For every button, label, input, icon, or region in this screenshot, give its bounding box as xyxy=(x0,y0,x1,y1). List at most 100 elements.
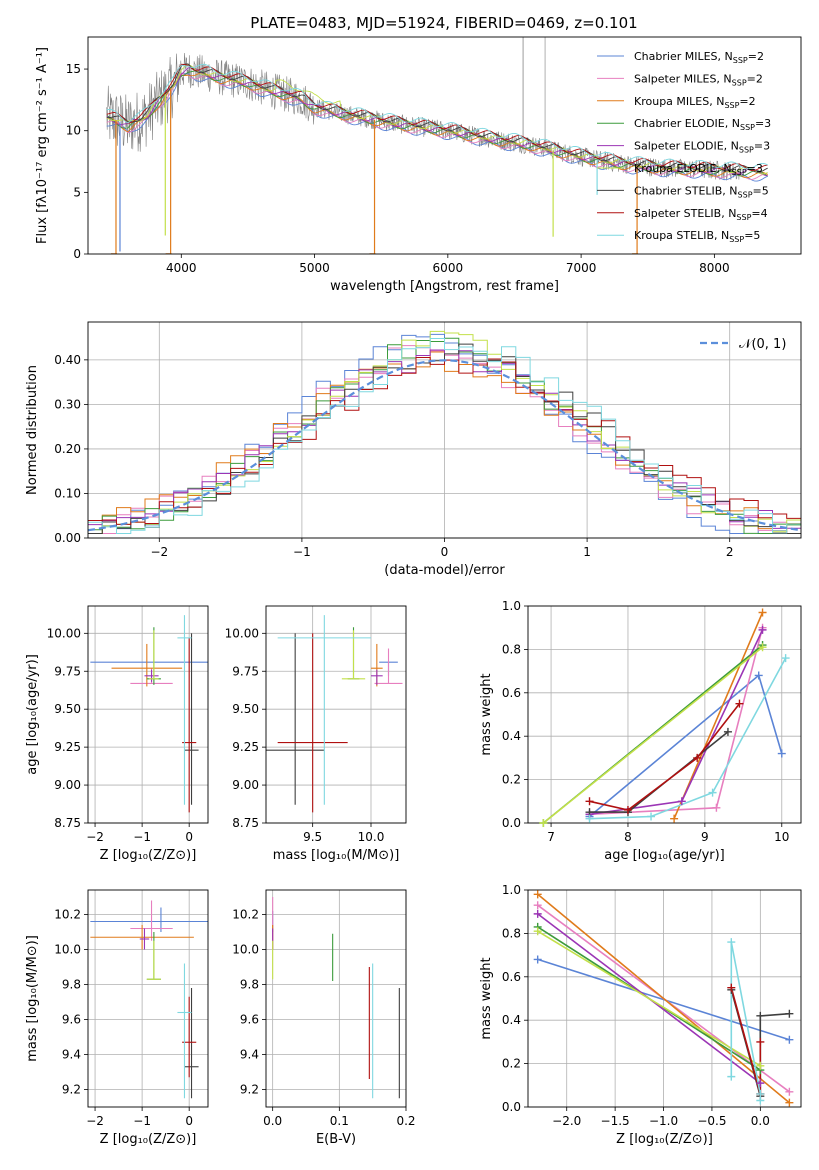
x-tick-label: 0 xyxy=(185,830,193,844)
legend-entry: Salpeter STELIB, NSSP=4 xyxy=(634,207,768,222)
spectrum-frame xyxy=(87,36,802,255)
legend-model-name: Kroupa STELIB, N xyxy=(634,229,729,242)
legend-subscript: SSP xyxy=(732,78,747,87)
y-tick-label: 0.2 xyxy=(502,1057,521,1071)
x-tick-label: 4000 xyxy=(166,261,197,275)
x-tick-label: 7 xyxy=(547,830,555,844)
y-tick-label: 0.6 xyxy=(502,970,521,984)
y-tick-label: 0.8 xyxy=(502,642,521,656)
x-tick-label: 9.5 xyxy=(303,830,322,844)
x-tick-label: 8000 xyxy=(699,261,730,275)
panel-mass-vs-EBV: 0.0 0.1 0.2 9.2 9.4 9.6 9.8 10.0 10.2 E(B-V) xyxy=(232,889,416,1147)
y-tick-label: 10.2 xyxy=(232,908,259,922)
mass-weight-marker xyxy=(785,1009,794,1018)
mass-weight-marker xyxy=(727,1072,736,1081)
x-tick-label: −1 xyxy=(133,1114,151,1128)
age-vs-mass-frame xyxy=(265,605,407,824)
mass-weight-marker xyxy=(756,1079,765,1088)
panel-age-vs-mass: 9.5 10.0 8.75 9.00 9.25 9.50 9.75 10.00 mass [lo… xyxy=(225,605,407,863)
y-tick-label: 9.75 xyxy=(232,664,259,678)
residuals-plot-area xyxy=(88,330,801,534)
y-tick-label: 0.0 xyxy=(502,816,521,830)
y-tick-label: 10.0 xyxy=(54,943,81,957)
y-tick-label: 5 xyxy=(73,185,81,199)
mass-vs-EBV-plot-area xyxy=(272,897,400,1099)
x-tick-label: 10.0 xyxy=(358,830,385,844)
mass-weight-marker xyxy=(533,927,542,936)
mass-weight-marker xyxy=(756,1096,765,1105)
y-tick-label: 0.40 xyxy=(54,353,81,367)
y-tick-label: 9.6 xyxy=(62,1013,81,1027)
x-tick-label: 9 xyxy=(701,830,709,844)
legend-entry: Kroupa MILES, NSSP=2 xyxy=(634,95,756,110)
y-tick-label: 9.00 xyxy=(54,778,81,792)
age-vs-Z-ticks: −2 −1 0 8.75 9.00 9.25 9.50 9.75 10.00 xyxy=(47,626,193,844)
model-spectrum-2 xyxy=(106,72,768,179)
x-tick-label: 0 xyxy=(185,1114,193,1128)
massweight-vs-age-frame xyxy=(527,605,802,824)
panel-massweight-vs-Z: −2.0 −1.5 −1.0 −0.5 0.0 0.0 0.2 0.4 0.6 0.8 1.0 Z [… xyxy=(479,883,802,1147)
x-tick-label: −2 xyxy=(86,1114,104,1128)
mass-weight-marker xyxy=(758,643,767,652)
x-tick-label: −0.5 xyxy=(697,1114,726,1128)
mass-weight-marker xyxy=(670,814,679,823)
mass-weight-marker xyxy=(754,671,763,680)
x-tick-label: 6000 xyxy=(433,261,464,275)
massweight-vs-Z-ticks: −2.0 −1.5 −1.0 −0.5 0.0 0.0 0.2 0.4 0.6 0.8 1.0 xyxy=(502,883,770,1128)
legend-entry: Kroupa STELIB, NSSP=5 xyxy=(634,229,760,244)
age-vs-mass-x-axis-label: mass [log₁₀(M/M⊙)] xyxy=(273,848,400,863)
mass-weight-marker xyxy=(781,654,790,663)
model-spectrum-6 xyxy=(106,63,768,173)
legend-model-name: Chabrier MILES, N xyxy=(634,50,733,63)
mass-vs-EBV-x-axis-label: E(B-V) xyxy=(316,1132,356,1147)
mass-weight-marker xyxy=(533,955,542,964)
spectrum-plot-area xyxy=(106,37,768,254)
y-tick-label: 9.4 xyxy=(62,1048,81,1062)
x-tick-label: 0.0 xyxy=(751,1114,770,1128)
y-tick-label: 0.30 xyxy=(54,397,81,411)
age-vs-mass-plot-area xyxy=(266,615,403,813)
y-tick-label: 0.8 xyxy=(502,926,521,940)
legend-entry: Chabrier MILES, NSSP=2 xyxy=(634,50,764,65)
x-tick-label: 0 xyxy=(441,545,449,559)
age-vs-Z-frame xyxy=(87,605,209,824)
legend-subscript: SSP xyxy=(740,123,755,132)
y-tick-label: 0.4 xyxy=(502,1013,521,1027)
mass-weight-marker xyxy=(585,797,594,806)
mass-weight-line-2 xyxy=(537,893,790,1104)
legend-nssp: =3 xyxy=(755,117,771,130)
massweight-vs-age-x-axis-label: age [log₁₀(age/yr)] xyxy=(604,848,725,863)
y-tick-label: 8.75 xyxy=(232,816,259,830)
residuals-x-axis-label: (data-model)/error xyxy=(384,563,505,578)
y-tick-label: 9.50 xyxy=(54,702,81,716)
mass-weight-line-5 xyxy=(537,930,761,1067)
y-tick-label: 0.4 xyxy=(502,729,521,743)
mass-weight-marker xyxy=(727,983,736,992)
panel-spectrum: 4000 5000 6000 7000 8000 0 5 10 15 wavelength [An… xyxy=(35,36,802,294)
y-tick-label: 8.75 xyxy=(54,816,81,830)
x-tick-label: −2 xyxy=(86,830,104,844)
residual-histogram-7 xyxy=(88,357,801,525)
legend-subscript: SSP xyxy=(738,190,753,199)
x-tick-label: 5000 xyxy=(299,261,330,275)
spectrum-x-axis-label: wavelength [Angstrom, rest frame] xyxy=(330,279,559,294)
x-tick-label: 2 xyxy=(726,545,734,559)
legend-subscript: SSP xyxy=(724,101,739,110)
y-tick-label: 0.6 xyxy=(502,686,521,700)
legend-nssp: =2 xyxy=(748,50,764,63)
x-tick-label: −1 xyxy=(293,545,311,559)
x-tick-label: −2 xyxy=(150,545,168,559)
mass-weight-marker xyxy=(677,797,686,806)
figure-title: PLATE=0483, MJD=51924, FIBERID=0469, z=0… xyxy=(250,14,637,32)
mass-weight-marker xyxy=(647,812,656,821)
legend-subscript: SSP xyxy=(736,213,751,222)
legend-subscript: SSP xyxy=(732,168,747,177)
legend-model-name: Kroupa MILES, N xyxy=(634,95,724,108)
y-tick-label: 9.2 xyxy=(240,1083,259,1097)
legend-entry: Salpeter MILES, NSSP=2 xyxy=(634,72,763,87)
mass-weight-marker xyxy=(623,805,632,814)
mass-weight-line-2 xyxy=(673,612,764,820)
y-tick-label: 10.2 xyxy=(54,908,81,922)
